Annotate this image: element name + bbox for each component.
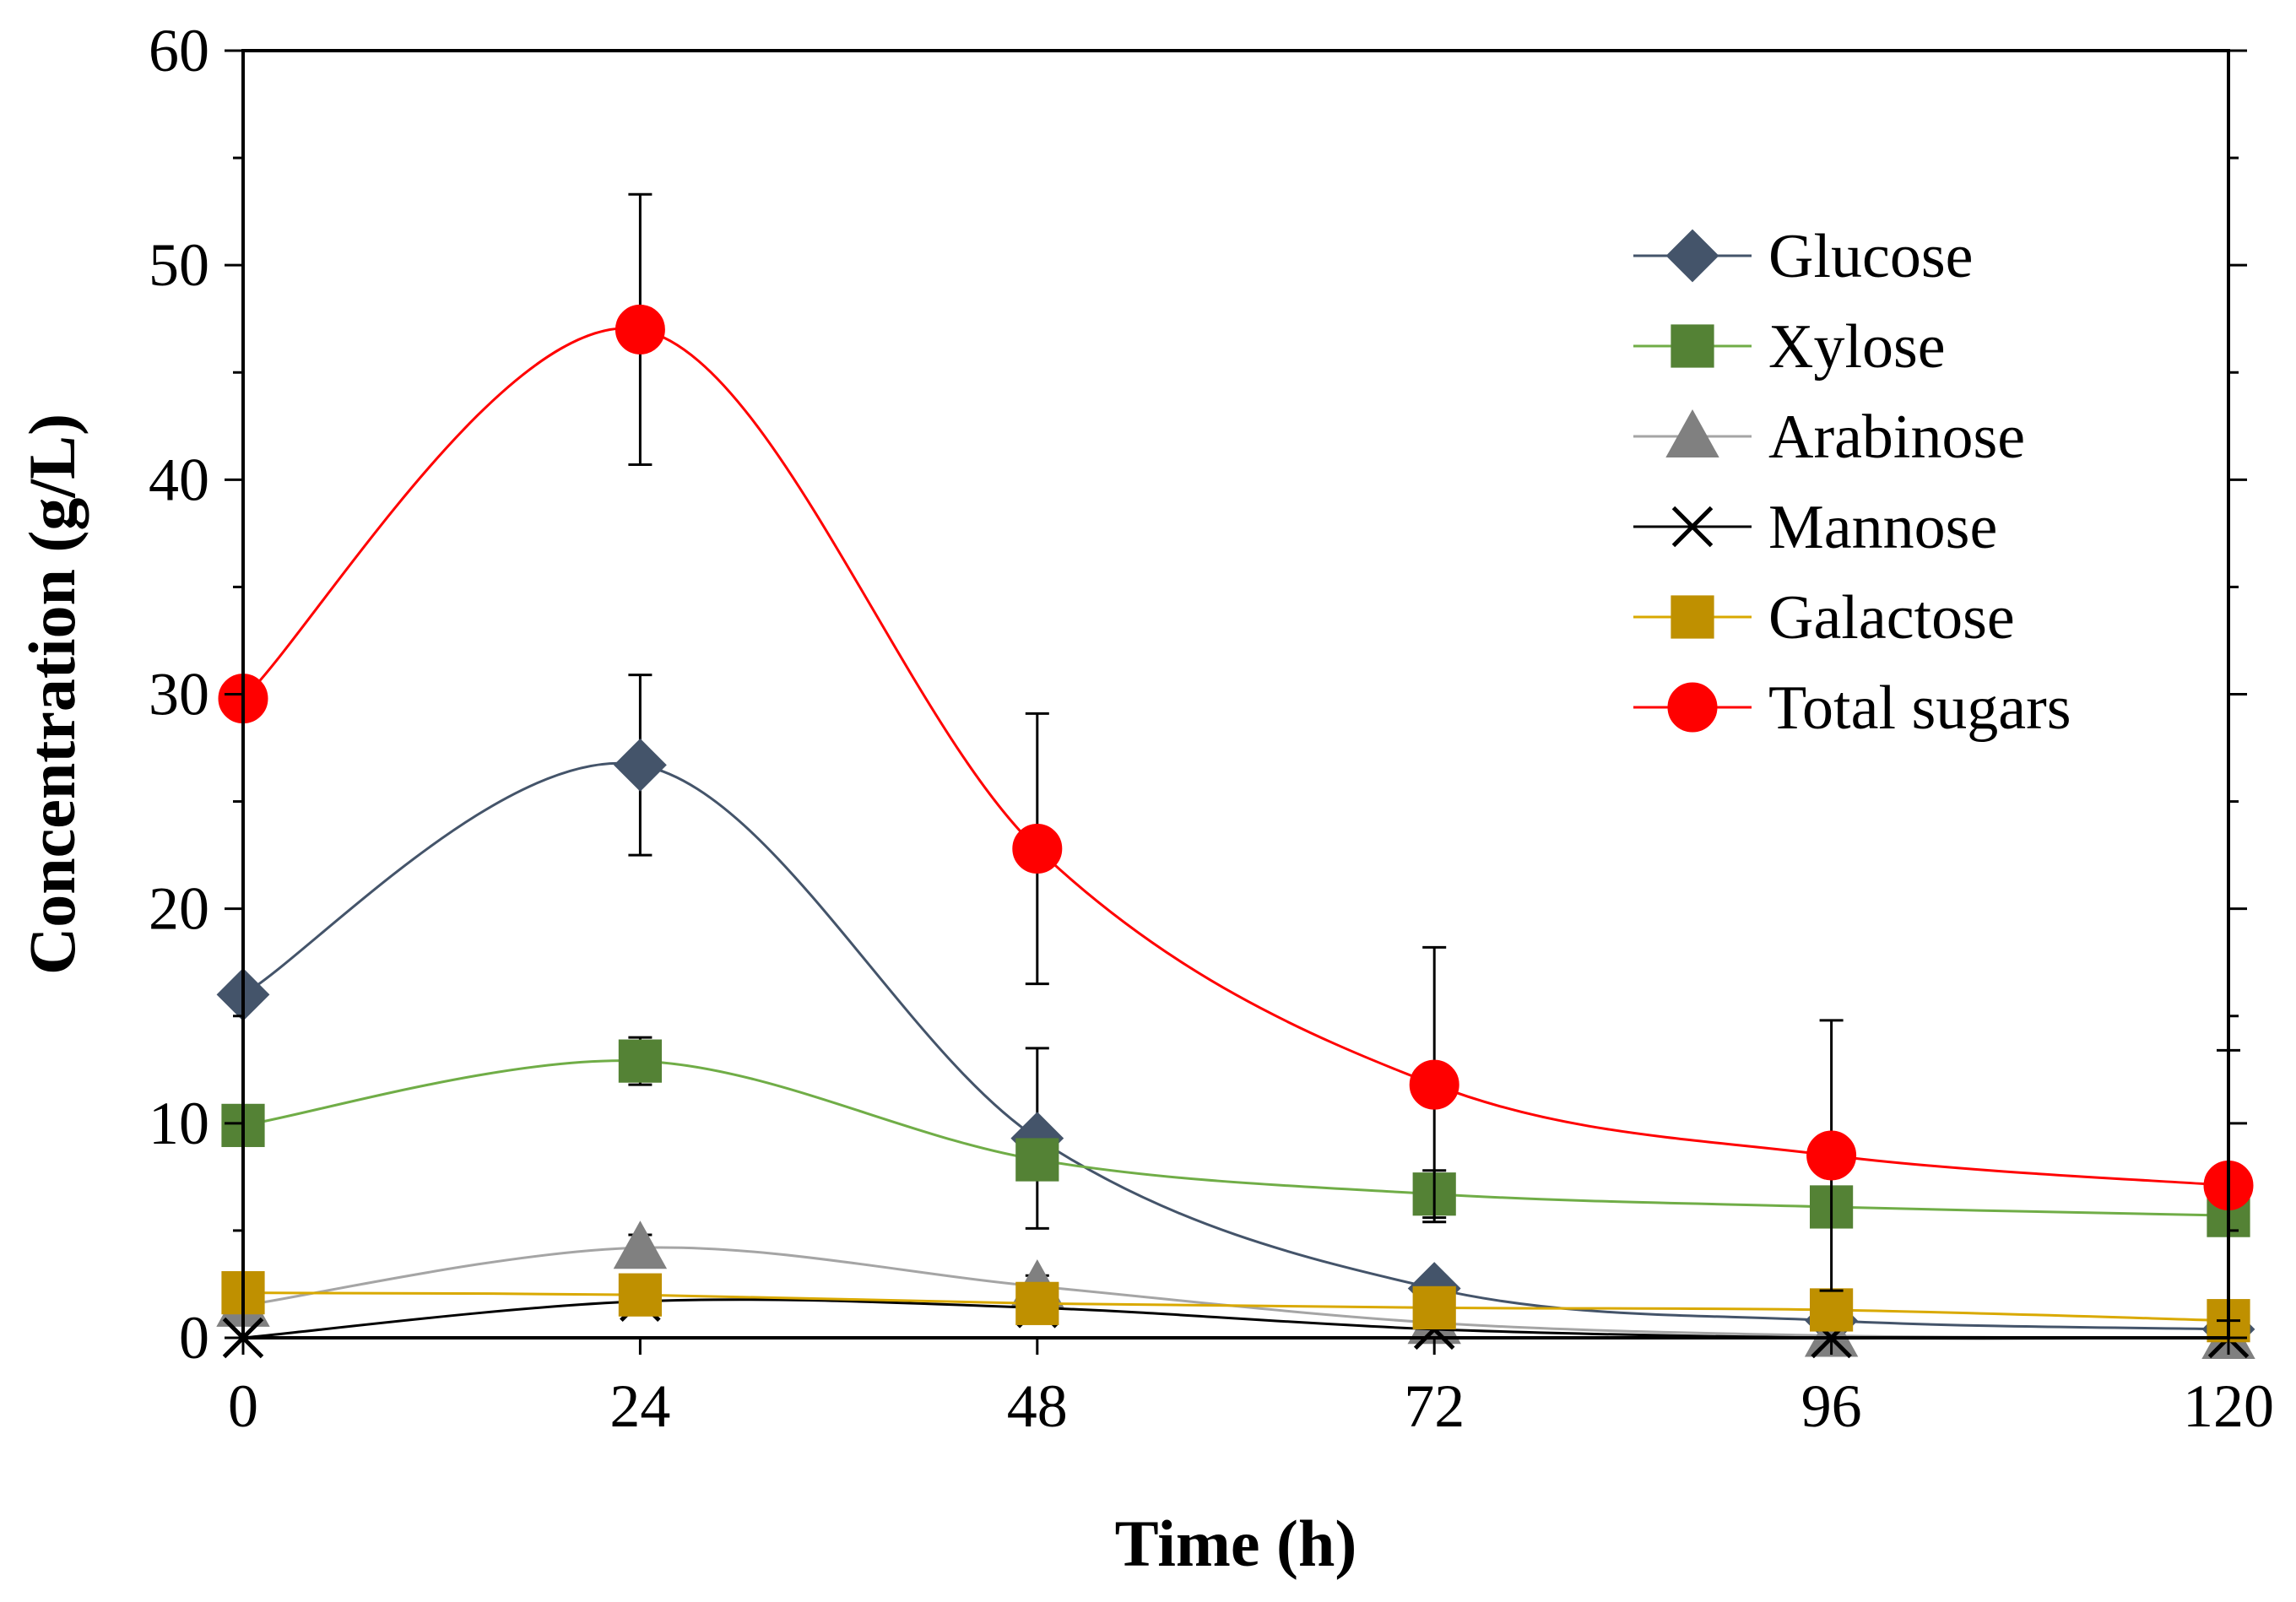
legend-item-glucose: Glucose bbox=[1633, 222, 1974, 291]
data-point-total-sugars bbox=[615, 304, 665, 354]
data-point-galactose bbox=[1412, 1285, 1456, 1330]
y-tick-label: 30 bbox=[149, 661, 209, 728]
legend-item-mannose: Mannose bbox=[1633, 493, 1997, 562]
legend-marker-glucose bbox=[1665, 229, 1719, 283]
legend-label: Mannose bbox=[1768, 493, 1997, 562]
data-point-total-sugars bbox=[1806, 1130, 1857, 1181]
series-line-galactose bbox=[242, 1291, 2229, 1323]
legend-marker-arabinose bbox=[1665, 409, 1719, 457]
series-line-glucose bbox=[242, 761, 2229, 1331]
series-total-sugars bbox=[218, 192, 2254, 1323]
x-marker-stroke bbox=[1671, 506, 1714, 548]
data-point-galactose bbox=[1810, 1288, 1854, 1332]
legend-marker-total-sugars bbox=[1667, 682, 1718, 733]
legend-label: Total sugars bbox=[1768, 674, 2071, 743]
series-line-xylose bbox=[242, 1059, 2229, 1217]
y-tick-label: 10 bbox=[149, 1090, 209, 1157]
x-tick-label: 72 bbox=[1404, 1372, 1465, 1440]
x-tick-label: 24 bbox=[609, 1372, 670, 1440]
x-tick-label: 96 bbox=[1801, 1372, 1862, 1440]
legend-marker-mannose bbox=[1671, 506, 1714, 548]
data-point-total-sugars bbox=[1409, 1059, 1459, 1110]
legend-item-xylose: Xylose bbox=[1633, 312, 1946, 382]
x-tick-label: 48 bbox=[1007, 1372, 1068, 1440]
legend-item-galactose: Galactose bbox=[1633, 583, 2015, 652]
x-axis-title: Time (h) bbox=[1115, 1507, 1357, 1580]
legend: Glucose Xylose Arabinose Mannose Galactose To… bbox=[1633, 222, 2071, 743]
legend-label: Arabinose bbox=[1768, 403, 2025, 472]
series-galactose bbox=[221, 1271, 2250, 1343]
y-tick-label: 60 bbox=[149, 17, 209, 84]
y-tick-label: 0 bbox=[179, 1304, 209, 1372]
x-tick-label: 0 bbox=[228, 1372, 258, 1440]
legend-marker-galactose bbox=[1671, 595, 1714, 639]
axes-layer: 0 10 20 30 40 50 60 0 24 48 72 96 120 bbox=[149, 17, 2274, 1440]
data-point-arabinose bbox=[613, 1220, 668, 1269]
legend-item-arabinose: Arabinose bbox=[1633, 403, 2025, 472]
data-point-arabinose bbox=[1804, 1308, 1859, 1357]
legend-marker-xylose bbox=[1671, 324, 1714, 368]
data-point-total-sugars bbox=[1012, 824, 1063, 874]
legend-label: Galactose bbox=[1768, 583, 2015, 652]
data-point-glucose bbox=[613, 738, 667, 792]
data-point-xylose bbox=[618, 1039, 662, 1083]
legend-label: Xylose bbox=[1768, 312, 1946, 382]
y-tick-label: 20 bbox=[149, 875, 209, 943]
y-tick-label: 50 bbox=[149, 231, 209, 299]
y-axis-title: Concentration (g/L) bbox=[15, 414, 89, 975]
data-point-galactose bbox=[1015, 1281, 1059, 1325]
y-tick-label: 40 bbox=[149, 446, 209, 513]
data-point-xylose bbox=[1015, 1138, 1059, 1182]
legend-item-total-sugars: Total sugars bbox=[1633, 674, 2071, 743]
x-tick-label: 120 bbox=[2183, 1372, 2274, 1440]
data-point-galactose bbox=[618, 1273, 662, 1317]
legend-label: Glucose bbox=[1768, 222, 1974, 291]
